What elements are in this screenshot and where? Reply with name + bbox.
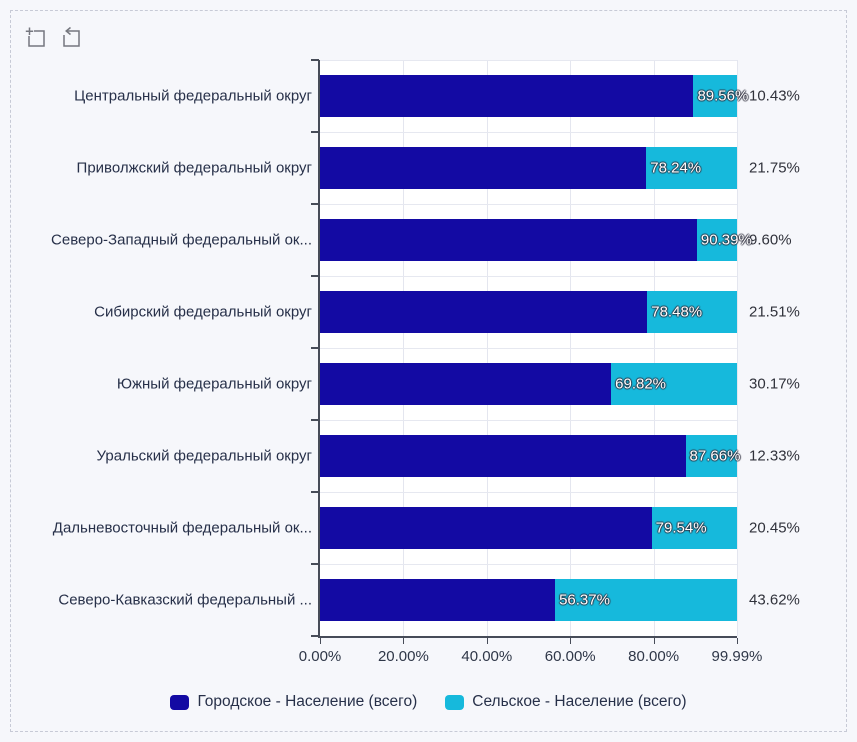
- bar-segment-urban[interactable]: [320, 363, 612, 405]
- x-axis-tick: [570, 638, 572, 644]
- bar-segment-urban[interactable]: [320, 219, 697, 261]
- rural-value-label: 10.43%: [749, 87, 800, 105]
- x-tick-label: 99.99%: [711, 648, 763, 665]
- urban-value-label: 78.48%: [651, 303, 703, 321]
- x-tick-label: 60.00%: [544, 648, 596, 665]
- x-tick-label: 20.00%: [377, 648, 429, 665]
- zoom-select-button[interactable]: [24, 26, 48, 50]
- bar-segment-rural[interactable]: [646, 147, 737, 189]
- urban-value-label: 79.54%: [655, 519, 707, 537]
- x-axis-tick: [653, 638, 655, 644]
- y-axis-tick: [311, 491, 319, 493]
- x-tick-label: 40.00%: [461, 648, 513, 665]
- y-axis-tick: [311, 131, 319, 133]
- gridline-vertical: [736, 60, 738, 636]
- bar-row: [320, 147, 737, 189]
- rural-value-label: 30.17%: [749, 375, 800, 393]
- legend-swatch: [170, 694, 190, 710]
- category-label: Дальневосточный федеральный ок...: [52, 519, 312, 537]
- chart-legend: Городское - Население (всего) Сельское - …: [0, 693, 857, 711]
- bar-row: [320, 219, 737, 261]
- chart-toolbar: [24, 26, 83, 50]
- bar-segment-urban[interactable]: [320, 147, 647, 189]
- bar-segment-rural[interactable]: [685, 435, 737, 477]
- bar-row: [320, 435, 737, 477]
- x-axis-tick: [736, 638, 738, 644]
- bar-segment-urban[interactable]: [320, 579, 556, 621]
- x-tick-label: 80.00%: [628, 648, 680, 665]
- category-label: Северо-Западный федеральный ок...: [51, 231, 312, 249]
- y-axis-tick: [311, 563, 319, 565]
- legend-item[interactable]: Городское - Население (всего): [170, 693, 417, 711]
- y-axis-tick: [311, 347, 319, 349]
- gridline-horizontal: [320, 564, 737, 565]
- legend-item[interactable]: Сельское - Население (всего): [445, 693, 687, 711]
- bar-row: [320, 75, 737, 117]
- urban-value-label: 90.39%: [700, 231, 752, 249]
- x-axis-line: [318, 636, 737, 638]
- category-label: Приволжский федеральный округ: [76, 159, 312, 177]
- rural-value-label: 43.62%: [749, 591, 800, 609]
- bar-segment-urban[interactable]: [320, 435, 686, 477]
- legend-swatch: [445, 694, 465, 710]
- urban-value-label: 56.37%: [559, 591, 610, 609]
- gridline-horizontal: [320, 204, 737, 205]
- x-tick-label: 0.00%: [298, 648, 342, 665]
- x-axis-tick: [403, 638, 405, 644]
- legend-label: Городское - Население (всего): [197, 693, 418, 710]
- category-label: Южный федеральный округ: [116, 375, 312, 393]
- gridline-horizontal: [320, 132, 737, 133]
- rural-value-label: 12.33%: [749, 447, 800, 465]
- y-axis-tick: [311, 275, 319, 277]
- category-label: Уральский федеральный округ: [96, 447, 312, 465]
- rural-value-label: 20.45%: [749, 519, 800, 537]
- urban-value-label: 89.56%: [697, 87, 749, 105]
- y-axis-tick: [311, 635, 319, 637]
- zoom-select-icon: [24, 26, 48, 50]
- y-axis-line: [318, 60, 320, 638]
- category-label: Северо-Кавказский федеральный ...: [58, 591, 312, 609]
- x-axis-tick: [320, 638, 321, 644]
- x-axis-tick: [486, 638, 488, 644]
- bar-row: [320, 507, 737, 549]
- bar-segment-urban[interactable]: [320, 291, 648, 333]
- urban-value-label: 87.66%: [689, 447, 741, 465]
- urban-value-label: 78.24%: [650, 159, 702, 177]
- bar-segment-urban[interactable]: [320, 507, 652, 549]
- rural-value-label: 21.75%: [749, 159, 800, 177]
- bar-segment-rural[interactable]: [611, 363, 737, 405]
- legend-label: Сельское - Население (всего): [472, 693, 687, 710]
- y-axis-tick: [311, 59, 319, 61]
- urban-value-label: 69.82%: [615, 375, 667, 393]
- gridline-horizontal: [320, 60, 737, 61]
- category-label: Центральный федеральный округ: [74, 87, 312, 105]
- bar-segment-rural[interactable]: [555, 579, 737, 621]
- bar-row: [320, 291, 737, 333]
- rural-value-label: 9.60%: [749, 231, 792, 249]
- gridline-horizontal: [320, 276, 737, 277]
- rural-value-label: 21.51%: [749, 303, 800, 321]
- gridline-horizontal: [320, 420, 737, 421]
- bar-segment-urban[interactable]: [320, 75, 694, 117]
- bar-row: [320, 363, 737, 405]
- gridline-horizontal: [320, 348, 737, 349]
- gridline-horizontal: [320, 492, 737, 493]
- y-axis-tick: [311, 419, 319, 421]
- y-axis-tick: [311, 203, 319, 205]
- bar-row: [320, 579, 737, 621]
- bar-segment-rural[interactable]: [696, 219, 737, 261]
- bar-segment-rural[interactable]: [647, 291, 737, 333]
- zoom-reset-icon: [59, 26, 83, 50]
- category-label: Сибирский федеральный округ: [94, 303, 312, 321]
- bar-segment-rural[interactable]: [651, 507, 737, 549]
- bar-segment-rural[interactable]: [693, 75, 737, 117]
- zoom-reset-button[interactable]: [59, 26, 83, 50]
